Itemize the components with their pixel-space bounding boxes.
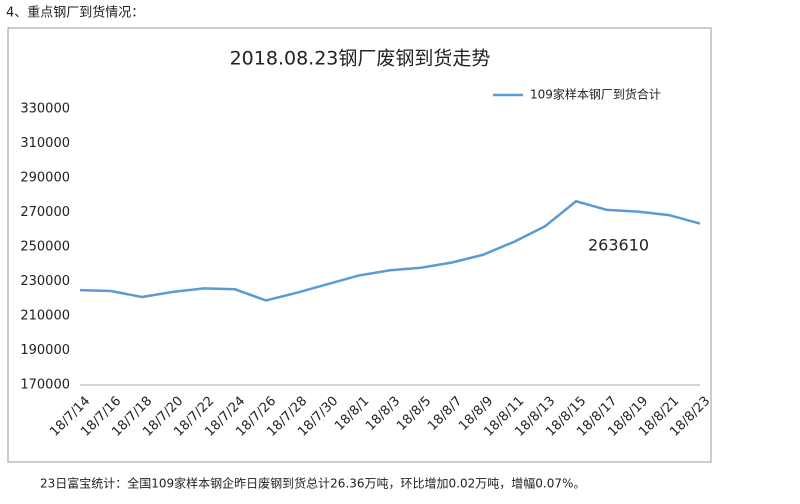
caption: 23日富宝统计：全国109家样本钢企昨日废钢到货总计26.36万吨，环比增加0.… — [40, 476, 585, 491]
y-tick-label: 250000 — [20, 240, 70, 255]
heading: 4、重点钢厂到货情况： — [6, 5, 144, 21]
y-tick-label: 290000 — [20, 171, 70, 186]
y-tick-label: 270000 — [20, 205, 70, 220]
y-tick-label: 310000 — [20, 136, 70, 151]
legend-label: 109家样本钢厂到货合计 — [530, 87, 661, 102]
y-tick-label: 190000 — [20, 343, 70, 358]
y-tick-label: 210000 — [20, 309, 70, 324]
line-series — [79, 199, 701, 302]
annotation: 263610 — [588, 236, 649, 255]
y-tick-label: 170000 — [20, 378, 70, 393]
chart-title: 2018.08.23钢厂废钢到货走势 — [230, 48, 491, 70]
y-tick-label: 230000 — [20, 274, 70, 289]
y-tick-label: 330000 — [20, 102, 70, 117]
chart-frame — [7, 27, 712, 463]
